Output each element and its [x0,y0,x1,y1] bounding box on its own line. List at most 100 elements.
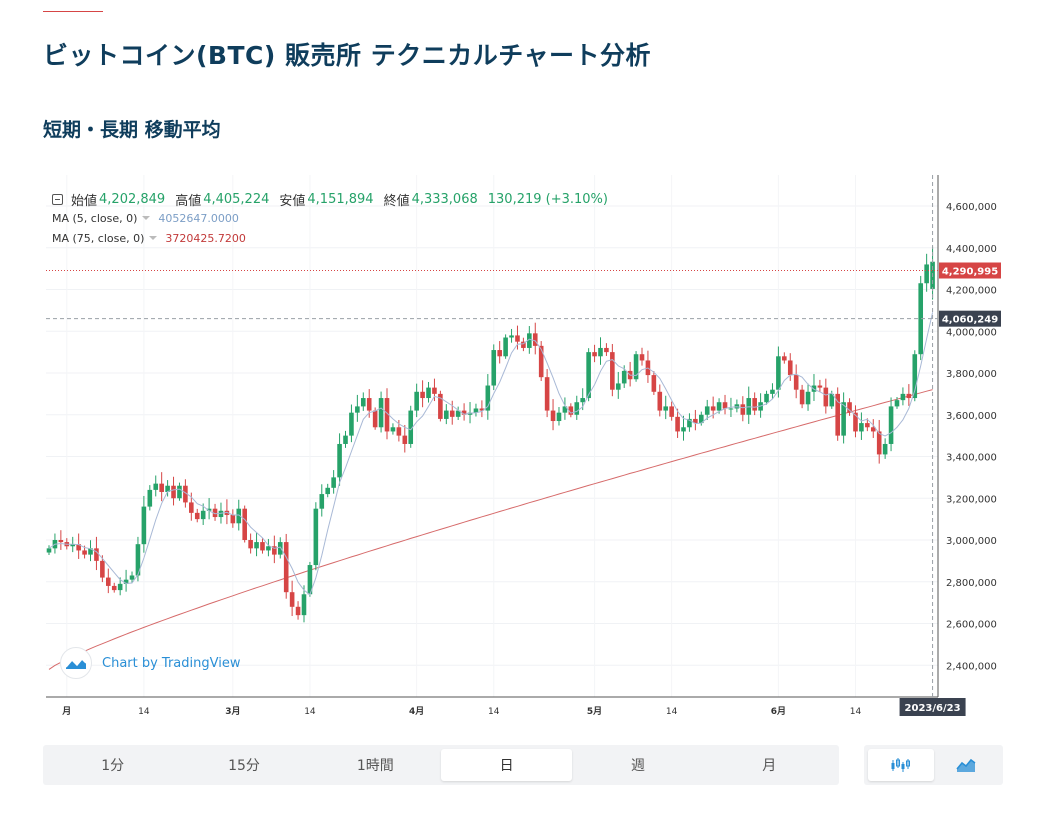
low-value: 4,151,894 [307,191,374,207]
candle-body [876,431,882,455]
title-accent-line [43,11,103,12]
candle-body [527,333,532,348]
candle-body [918,283,924,355]
candle-body [337,443,342,478]
candle-body [521,341,526,348]
candle-body [331,477,336,488]
candle-body [254,542,259,549]
candle-body [610,352,615,390]
y-tick-label: 3,400,000 [946,453,997,464]
candlestick-chart[interactable]: 2,400,000 2,600,000 2,800,000 3,000,000 3,20… [0,0,1048,740]
ma5-line [48,312,934,596]
chart-container[interactable]: 2,400,000 2,600,000 2,800,000 3,000,000 3,20… [0,0,1048,740]
interval-week-button[interactable]: 週 [630,758,645,774]
candle-body [912,354,918,399]
crosshair-price-tag [939,310,1001,327]
candle-body [295,606,301,616]
x-tick-label: 6月 [771,706,786,717]
x-tick-label: 5月 [587,706,602,717]
watermark-text: Chart by TradingView [102,655,241,671]
candle-body [888,406,894,444]
candle-body [159,483,164,492]
candle-body [906,393,912,399]
ohlc-row: 始値 4,202,849 高値 4,405,224 安値 4,151,894 終… [52,190,618,209]
candle-body [568,406,574,415]
candle-body [426,387,431,399]
chart-type-selector [864,745,1003,785]
candle-body [141,506,147,545]
candlestick-type-button[interactable] [868,749,934,781]
candle-body [272,546,277,555]
candle-body [349,412,354,436]
candle-body [497,350,502,357]
candle-body [449,410,455,417]
interval-month-button[interactable]: 月 [762,758,777,774]
candle-body [236,508,242,524]
candle-body [550,410,556,422]
candle-body [473,408,479,413]
ma75-caret-icon[interactable] [149,236,158,240]
candle-body [740,404,746,415]
interval-day-button[interactable]: 日 [440,749,573,781]
candle-body [847,402,852,413]
candle-body [408,410,414,444]
candle-body [574,402,580,415]
candle-body [598,347,603,357]
open-label: 始値 [71,193,98,209]
x-tick-label: 14 [304,707,316,717]
candle-body [111,585,117,591]
ma75-row[interactable]: MA (75, close, 0) 3720425.7200 [52,228,618,248]
candle-body [432,387,437,394]
candle-body [390,427,396,432]
candle-body [865,423,870,428]
candle-body [580,398,585,403]
candle-body [782,356,787,361]
candle-body [776,356,781,390]
candle-body [675,416,680,432]
candle-body [687,418,692,428]
candle-body [248,540,253,549]
candle-body [82,550,87,555]
candle-body [58,540,64,543]
candle-body [787,360,793,376]
y-tick-label: 4,000,000 [946,327,997,338]
ma5-row[interactable]: MA (5, close, 0) 4052647.0000 [52,208,618,228]
close-value: 4,333,068 [411,191,478,207]
interval-1min-button[interactable]: 1分 [101,758,125,774]
candle-body [764,393,769,403]
candle-body [924,264,929,284]
candle-body [313,508,319,566]
candle-body [414,391,419,411]
legend-collapse-icon[interactable] [52,193,63,205]
candle-body [444,410,449,419]
candle-body [509,335,514,338]
ma5-label: MA (5, close, 0) [52,211,138,225]
area-type-button[interactable] [934,749,1000,781]
candle-body [894,400,900,407]
candle-body [592,352,597,357]
ma5-caret-icon[interactable] [142,216,151,220]
candle-body [384,398,390,432]
candle-body [70,544,76,547]
candle-body [467,412,473,415]
candle-body [853,412,858,432]
change-value: 130,219 (+3.10%) [487,191,608,207]
candle-body [704,406,710,415]
candle-body [479,408,485,411]
candle-body [378,398,384,428]
interval-1hour-button[interactable]: 1時間 [356,758,394,774]
interval-15min-button[interactable]: 15分 [228,758,260,774]
candle-body [859,423,864,432]
candle-body [657,391,663,411]
candle-body [106,577,111,586]
y-tick-label: 3,200,000 [946,494,997,505]
candle-body [770,389,775,394]
ma75-label: MA (75, close, 0) [52,231,145,245]
candle-body [94,548,99,561]
tradingview-watermark[interactable]: Chart by TradingView [60,647,240,679]
candle-body [230,514,236,524]
high-value: 4,405,224 [203,191,270,207]
candle-body [586,352,591,399]
candle-body [503,337,508,357]
x-tick-label: 月 [61,706,71,717]
